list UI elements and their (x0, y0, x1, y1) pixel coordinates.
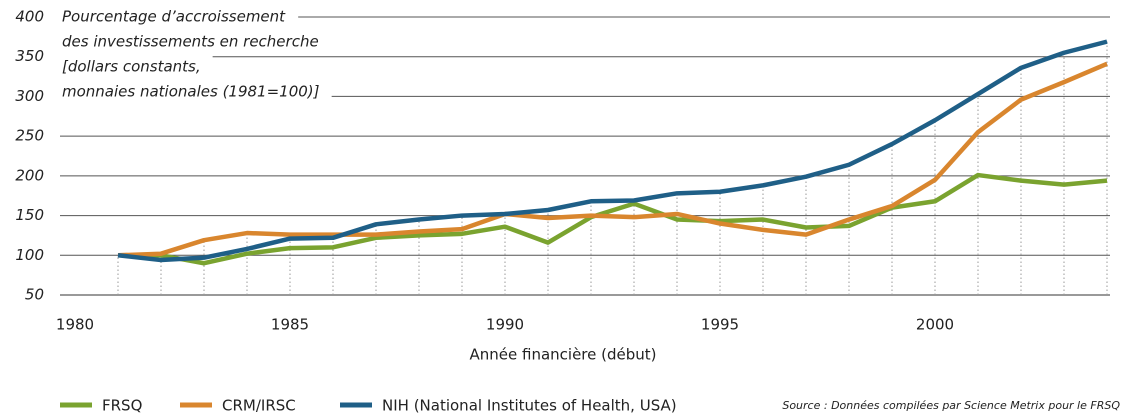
source-note: Source : Données compilées par Science M… (782, 399, 1120, 412)
y-tick-label: 200 (15, 166, 44, 184)
legend-label: FRSQ (102, 397, 142, 415)
y-tick-label: 50 (25, 286, 44, 304)
chart-title-line: [dollars constants, (62, 58, 201, 76)
x-tick-label: 1990 (486, 316, 524, 334)
series-line (117, 61, 1108, 258)
chart-title-line: monnaies nationales (1981=100)] (62, 83, 320, 101)
y-tick-label: 100 (15, 246, 44, 264)
y-tick-label: 150 (15, 206, 44, 224)
y-tick-label: 350 (15, 47, 44, 65)
x-tick-label: 1995 (701, 316, 739, 334)
x-axis-title: Année financière (début) (470, 346, 657, 364)
chart-title-line: Pourcentage d’accroissement (62, 8, 286, 26)
title-backing (58, 55, 213, 78)
y-tick-label: 250 (15, 127, 44, 145)
legend-label: NIH (National Institutes of Health, USA) (382, 397, 677, 415)
title-backing (58, 30, 331, 53)
series-line (118, 172, 1108, 266)
chart-title: Pourcentage d’accroissement des investiss… (58, 5, 332, 103)
x-tick-label: 2000 (916, 316, 954, 334)
chart-title-line: des investissements en recherche (62, 33, 319, 51)
series-line (117, 39, 1108, 263)
title-backing (58, 5, 299, 28)
title-backing (58, 80, 332, 103)
y-tick-label: 300 (15, 87, 44, 105)
y-tick-label: 400 (15, 8, 44, 26)
x-tick-label: 1980 (56, 316, 94, 334)
legend-label: CRM/IRSC (222, 397, 296, 415)
x-tick-label: 1985 (271, 316, 309, 334)
